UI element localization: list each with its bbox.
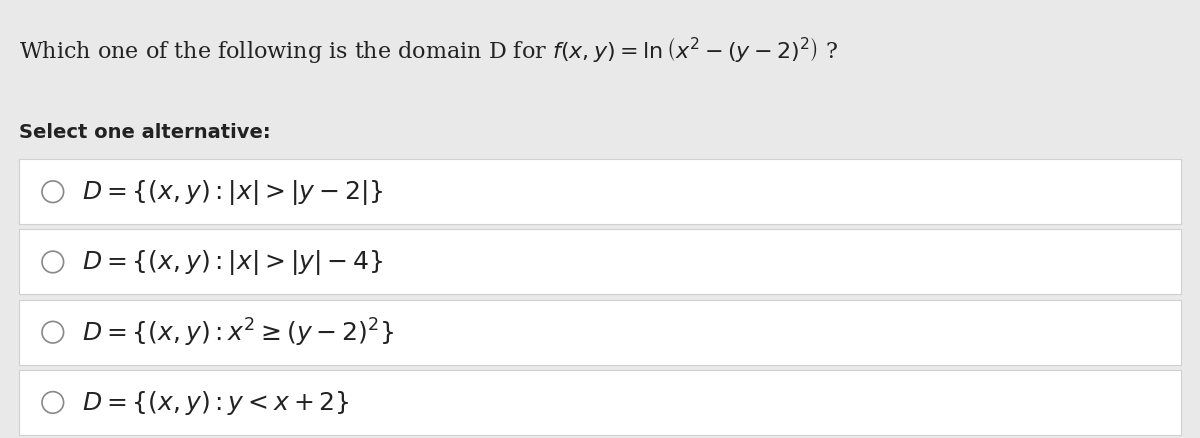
Ellipse shape xyxy=(42,321,64,343)
Text: $D = \{(x, y) : |x| > |y - 2|\}$: $D = \{(x, y) : |x| > |y - 2|\}$ xyxy=(82,178,383,207)
FancyBboxPatch shape xyxy=(19,160,1181,225)
FancyBboxPatch shape xyxy=(19,230,1181,295)
Text: Select one alternative:: Select one alternative: xyxy=(19,123,271,141)
FancyBboxPatch shape xyxy=(19,300,1181,365)
Text: $D = \{(x, y) : |x| > |y| - 4\}$: $D = \{(x, y) : |x| > |y| - 4\}$ xyxy=(82,248,383,277)
Ellipse shape xyxy=(42,181,64,203)
Text: $D = \{(x, y) : y < x + 2\}$: $D = \{(x, y) : y < x + 2\}$ xyxy=(82,389,349,417)
Text: $D = \{(x, y) : x^2 \geq (y - 2)^2\}$: $D = \{(x, y) : x^2 \geq (y - 2)^2\}$ xyxy=(82,316,394,349)
Ellipse shape xyxy=(42,392,64,413)
Text: Which one of the following is the domain D for $f(x, y) = \ln\left(x^2 - (y-2)^2: Which one of the following is the domain… xyxy=(19,35,839,65)
Ellipse shape xyxy=(42,251,64,273)
FancyBboxPatch shape xyxy=(19,370,1181,435)
